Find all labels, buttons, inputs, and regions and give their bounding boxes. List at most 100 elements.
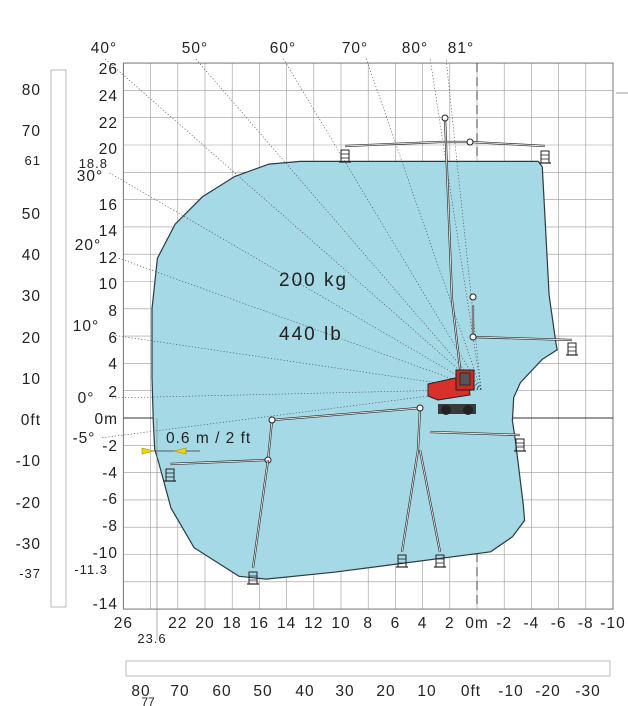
x-tick-label-m: -6 (551, 615, 567, 632)
x-tick-label-m: 18 (223, 615, 242, 632)
load-label-lb: 440 lb (279, 324, 343, 345)
y-tick-label-m: 18.8 (79, 156, 108, 171)
boom-pivot-icon (469, 333, 477, 341)
fork-carriage-icon (567, 342, 577, 356)
angle-label: 10° (73, 318, 99, 335)
x-extra-label-m: 23.6 (137, 631, 166, 646)
angle-label: 50° (182, 40, 208, 57)
telehandler-machine (427, 369, 476, 415)
y-tick-label-m: 16 (99, 197, 118, 214)
ft-scale-bar (50, 69, 67, 608)
x-tick-label-m: 14 (277, 615, 296, 632)
y-tick-label-m: 26 (99, 61, 118, 78)
y-tick-label-m: -14 (93, 596, 118, 613)
x-tick-label-m: 4 (418, 615, 428, 632)
boom-arm (469, 141, 546, 147)
plot-frame (122, 62, 614, 610)
boom-arm (252, 459, 269, 569)
cab-window (459, 372, 471, 386)
angle-ray (111, 389, 482, 399)
y-tick-label-m: -4 (102, 465, 118, 482)
x-tick-label-m: -4 (524, 615, 540, 632)
axis-labels: 2624222018.81614121086420m-2-4-6-8-10-11… (16, 40, 625, 706)
y-tick-label-m: -2 (102, 438, 118, 455)
load-label-kg: 200 kg (279, 270, 348, 291)
y-tick-label-ft: -10 (16, 453, 41, 470)
y-tick-label-m: 2 (108, 384, 118, 401)
x-tick-label-ft: 40 (295, 683, 314, 700)
y-tick-label-m: -6 (102, 491, 118, 508)
y-tick-label-m: 0m (94, 411, 118, 428)
wheel-icon (441, 405, 451, 415)
x-tick-label-m: -8 (578, 615, 594, 632)
angle-label: 0° (78, 390, 95, 407)
x-tick-label-ft: -30 (575, 683, 600, 700)
x-tick-label-m: -10 (600, 615, 625, 632)
y-tick-label-ft: 20 (22, 330, 41, 347)
angle-label: 30° (77, 168, 103, 185)
y-tick-label-ft: 30 (22, 288, 41, 305)
angle-ray (365, 57, 482, 390)
boom-arm (169, 407, 421, 465)
x-tick-label-m: 26 (114, 615, 133, 632)
y-tick-label-m: -11.3 (74, 562, 108, 577)
y-tick-label-ft: 50 (22, 206, 41, 223)
boom-positions (164, 114, 578, 585)
angle-ray (445, 57, 482, 390)
wheel-icon (463, 405, 473, 415)
boom-pivot-icon (469, 293, 477, 301)
x-tick-label-ft: 0ft (461, 683, 481, 700)
boom-arm (444, 117, 463, 386)
angle-ray (111, 334, 482, 390)
angle-label: 81° (448, 40, 474, 57)
y-tick-label-m: 20 (99, 141, 118, 158)
x-tick-label-ft: 10 (417, 683, 436, 700)
boom-arm (344, 141, 470, 147)
y-tick-label-ft: 40 (22, 247, 41, 264)
x-tick-label-m: 6 (391, 615, 401, 632)
boom-arm (401, 407, 421, 553)
y-tick-label-ft: 70 (22, 123, 41, 140)
fork-carriage-icon (340, 149, 350, 163)
angle-ray (99, 389, 482, 439)
boom-arm (429, 431, 521, 436)
boom-pivot-icon (466, 138, 474, 146)
angle-label: 40° (91, 40, 117, 57)
x-tick-label-m: 0m (465, 615, 489, 632)
y-tick-label-m: 8 (108, 303, 118, 320)
x-tick-label-ft: -20 (535, 683, 560, 700)
y-tick-label-m: 22 (99, 115, 118, 132)
x-tick-label-m: 16 (250, 615, 269, 632)
x-tick-label-ft: 70 (170, 683, 189, 700)
x-tick-label-m: -2 (496, 615, 512, 632)
angle-ray (282, 57, 482, 390)
x-tick-label-m: 22 (168, 615, 187, 632)
x-tick-label-m: 8 (363, 615, 373, 632)
boom-pivot-icon (416, 404, 424, 412)
boom-pivot-icon (441, 114, 449, 122)
ft-x-scale-bar (125, 660, 611, 677)
outreach-note: 0.6 m / 2 ft (166, 430, 251, 447)
y-tick-label-m: -8 (102, 518, 118, 535)
x-tick-label-ft: 20 (376, 683, 395, 700)
angle-ray (103, 57, 482, 390)
angle-label: 60° (270, 40, 296, 57)
x-tick-label-m: 10 (331, 615, 350, 632)
y-tick-label-m: 12 (99, 250, 118, 267)
x-tick-label-ft: 30 (335, 683, 354, 700)
x-extra-label-ft: 77 (141, 695, 155, 706)
annotations: 200 kg 440 lb 0.6 m / 2 ft (141, 270, 348, 640)
boom-pivot-icon (268, 416, 276, 424)
outreach-arrow-icon (141, 447, 155, 455)
y-tick-label-m: 14 (99, 223, 118, 240)
x-tick-label-m: 2 (445, 615, 455, 632)
angle-label: 80° (402, 40, 428, 57)
outreach-arrow-icon (173, 447, 187, 455)
y-tick-label-m: 4 (108, 356, 118, 373)
y-tick-label-ft: 10 (22, 371, 41, 388)
angle-ray (117, 257, 482, 390)
angle-ray (429, 57, 482, 390)
angle-label: 70° (342, 40, 368, 57)
x-tick-label-m: 20 (195, 615, 214, 632)
